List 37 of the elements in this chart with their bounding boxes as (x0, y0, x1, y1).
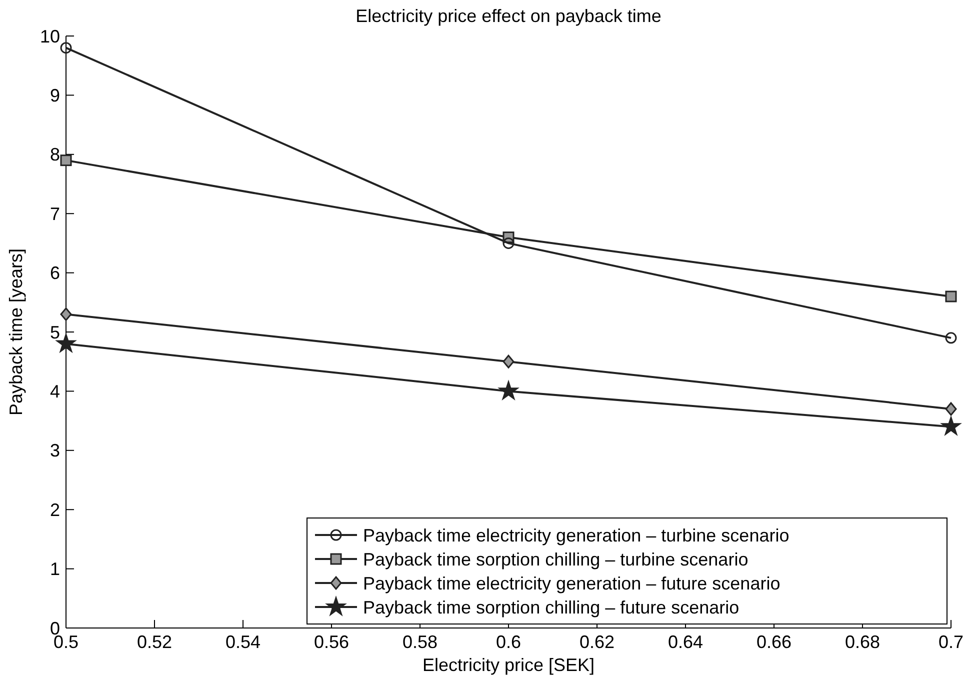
y-tick-label: 3 (50, 440, 60, 461)
y-tick-label: 5 (50, 322, 60, 342)
y-tick-label: 7 (50, 204, 60, 224)
y-tick-label: 6 (50, 263, 60, 284)
x-tick-label: 0.6 (496, 632, 522, 652)
point (502, 354, 514, 368)
point (498, 380, 518, 400)
legend-label: Payback time sorption chilling – turbine scenario (363, 549, 748, 570)
y-axis-title: Payback time [years] (6, 248, 26, 416)
point (945, 332, 957, 344)
x-tick-label: 0.64 (668, 632, 704, 652)
x-tick-label: 0.54 (225, 632, 261, 652)
point (502, 237, 514, 249)
point (945, 290, 957, 302)
y-tick-label: 1 (50, 559, 60, 580)
x-tick-label: 0.62 (579, 632, 615, 652)
point (945, 402, 957, 416)
x-tick-label: 0.66 (756, 632, 792, 652)
legend-label: Payback time electricity generation – future scenario (363, 573, 780, 594)
y-tick-label: 2 (50, 500, 60, 520)
x-tick-label: 0.7 (938, 632, 964, 652)
point (60, 42, 72, 54)
y-tick-label: 4 (50, 382, 60, 402)
chart-title: Electricity price effect on payback time (356, 6, 662, 26)
legend-label: Payback time electricity generation – turbine scenario (363, 525, 790, 546)
y-tick-label: 9 (50, 86, 60, 106)
x-axis-title: Electricity price [SEK] (422, 655, 595, 675)
x-tick-label: 0.68 (844, 632, 880, 652)
y-tick-label: 8 (50, 144, 60, 165)
point (60, 154, 72, 166)
x-tick-label: 0.58 (402, 632, 438, 652)
y-tick-label: 10 (40, 26, 60, 46)
x-tick-label: 0.52 (136, 632, 172, 652)
point (60, 307, 72, 321)
x-tick-label: 0.56 (314, 632, 350, 652)
legend-label: Payback time sorption chilling – future scenario (363, 597, 740, 618)
point (941, 416, 961, 436)
